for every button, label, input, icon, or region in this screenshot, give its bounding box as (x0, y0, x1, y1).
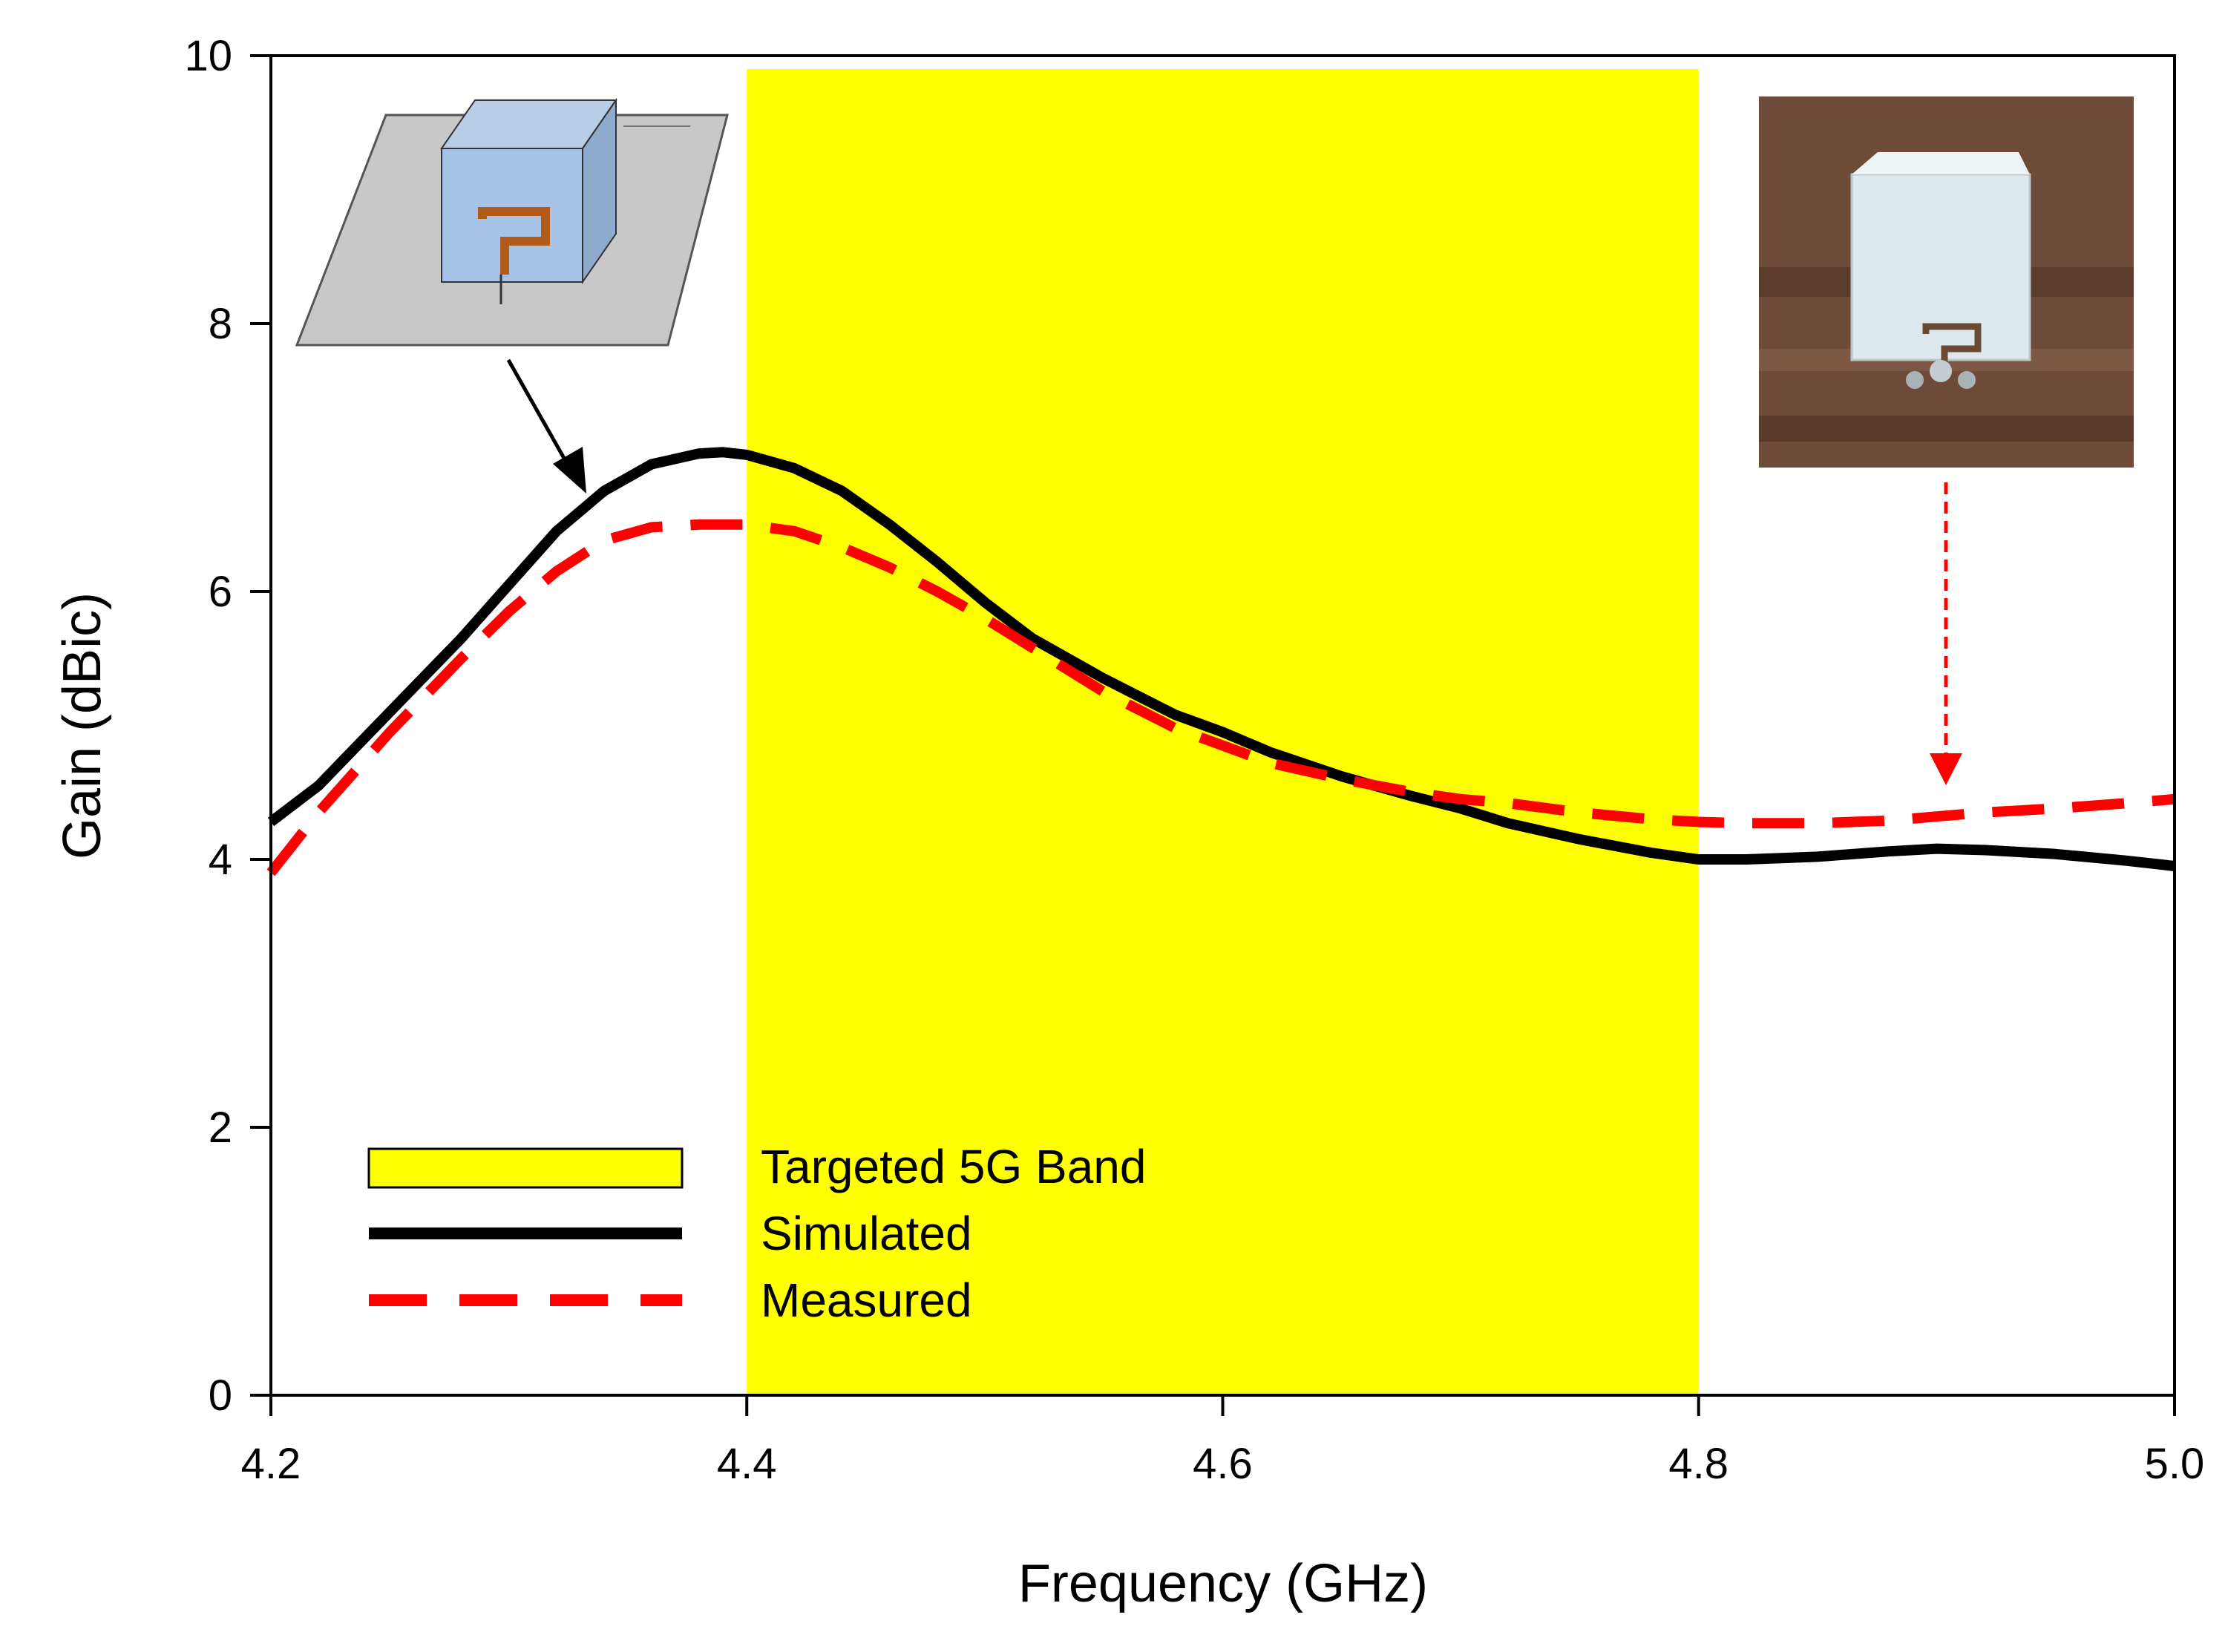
x-tick-label: 4.4 (717, 1440, 777, 1488)
x-tick-label: 4.8 (1668, 1440, 1728, 1488)
prototype-photo-inset-image (1759, 96, 2134, 468)
legend-label-simulated: Simulated (761, 1207, 972, 1260)
antenna-model-inset-image (295, 97, 729, 347)
x-axis-label: Frequency (GHz) (1018, 1554, 1428, 1613)
x-tick-label: 5.0 (2145, 1440, 2205, 1488)
series-line-measured (266, 519, 2175, 876)
legend-label-band: Targeted 5G Band (761, 1140, 1146, 1193)
x-tick-label: 4.6 (1193, 1440, 1253, 1488)
legend-swatch-band (367, 1147, 684, 1189)
y-tick-label: 4 (209, 836, 232, 884)
photo-arrow (1930, 482, 1962, 785)
x-tick-label: 4.2 (241, 1440, 301, 1488)
legend: Targeted 5G Band Simulated Measured (367, 1140, 1146, 1327)
legend-label-measured: Measured (761, 1274, 972, 1327)
y-tick-label: 0 (209, 1371, 232, 1420)
y-axis-label: Gain (dBic) (53, 592, 112, 859)
y-tick-label: 6 (209, 568, 232, 616)
series-line-simulated (267, 447, 2175, 871)
y-tick-label: 2 (209, 1104, 232, 1152)
y-tick-label: 8 (209, 300, 232, 348)
model-arrow (506, 358, 586, 494)
y-tick-label: 10 (184, 32, 232, 80)
